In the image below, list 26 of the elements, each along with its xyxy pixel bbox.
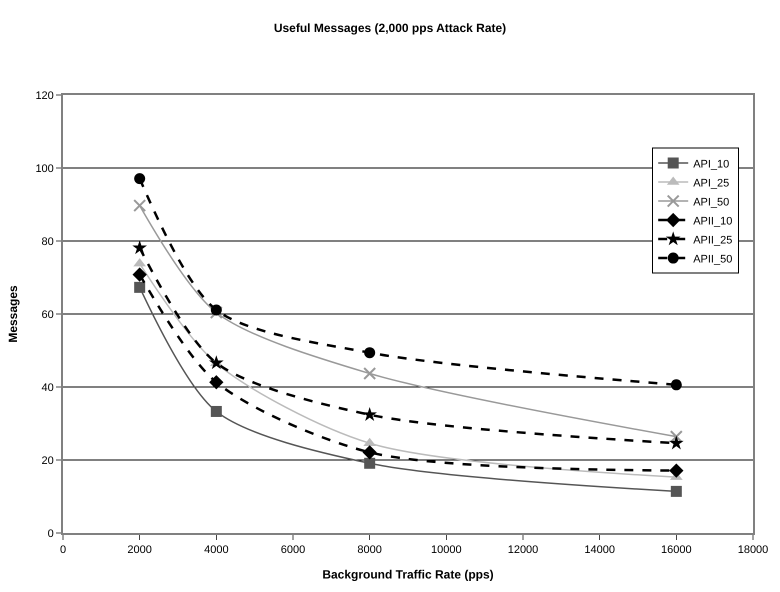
legend-label: API_10 <box>693 158 730 170</box>
legend-label: APII_50 <box>693 253 732 266</box>
x-tick-label: 10000 <box>431 544 462 556</box>
legend-label: APII_10 <box>693 215 732 228</box>
y-tick-label: 0 <box>48 528 54 540</box>
x-tick-label: 18000 <box>738 544 768 556</box>
legend-label: API_50 <box>693 196 730 208</box>
y-axis-title: Messages <box>6 284 20 343</box>
x-tick-label: 16000 <box>661 544 692 556</box>
x-tick-label: 12000 <box>508 544 538 556</box>
y-tick-label: 60 <box>42 308 54 321</box>
x-tick-label: 4000 <box>204 544 229 556</box>
y-tick-label: 80 <box>42 236 54 248</box>
x-tick-label: 14000 <box>584 544 615 556</box>
y-tick-label: 20 <box>42 454 54 467</box>
x-tick-label: 8000 <box>357 544 382 556</box>
y-tick-label: 120 <box>35 90 54 102</box>
y-tick-label: 40 <box>42 382 54 394</box>
x-tick-label: 6000 <box>280 544 306 556</box>
chart-title: Useful Messages (2,000 pps Attack Rate) <box>274 21 506 36</box>
legend-label: APII_25 <box>693 234 732 246</box>
x-tick-label: 0 <box>60 544 66 556</box>
x-axis-title: Background Traffic Rate (pps) <box>322 568 494 582</box>
y-tick-label: 100 <box>35 162 54 175</box>
legend-label: API_25 <box>693 177 730 190</box>
x-tick-label: 2000 <box>127 544 152 556</box>
